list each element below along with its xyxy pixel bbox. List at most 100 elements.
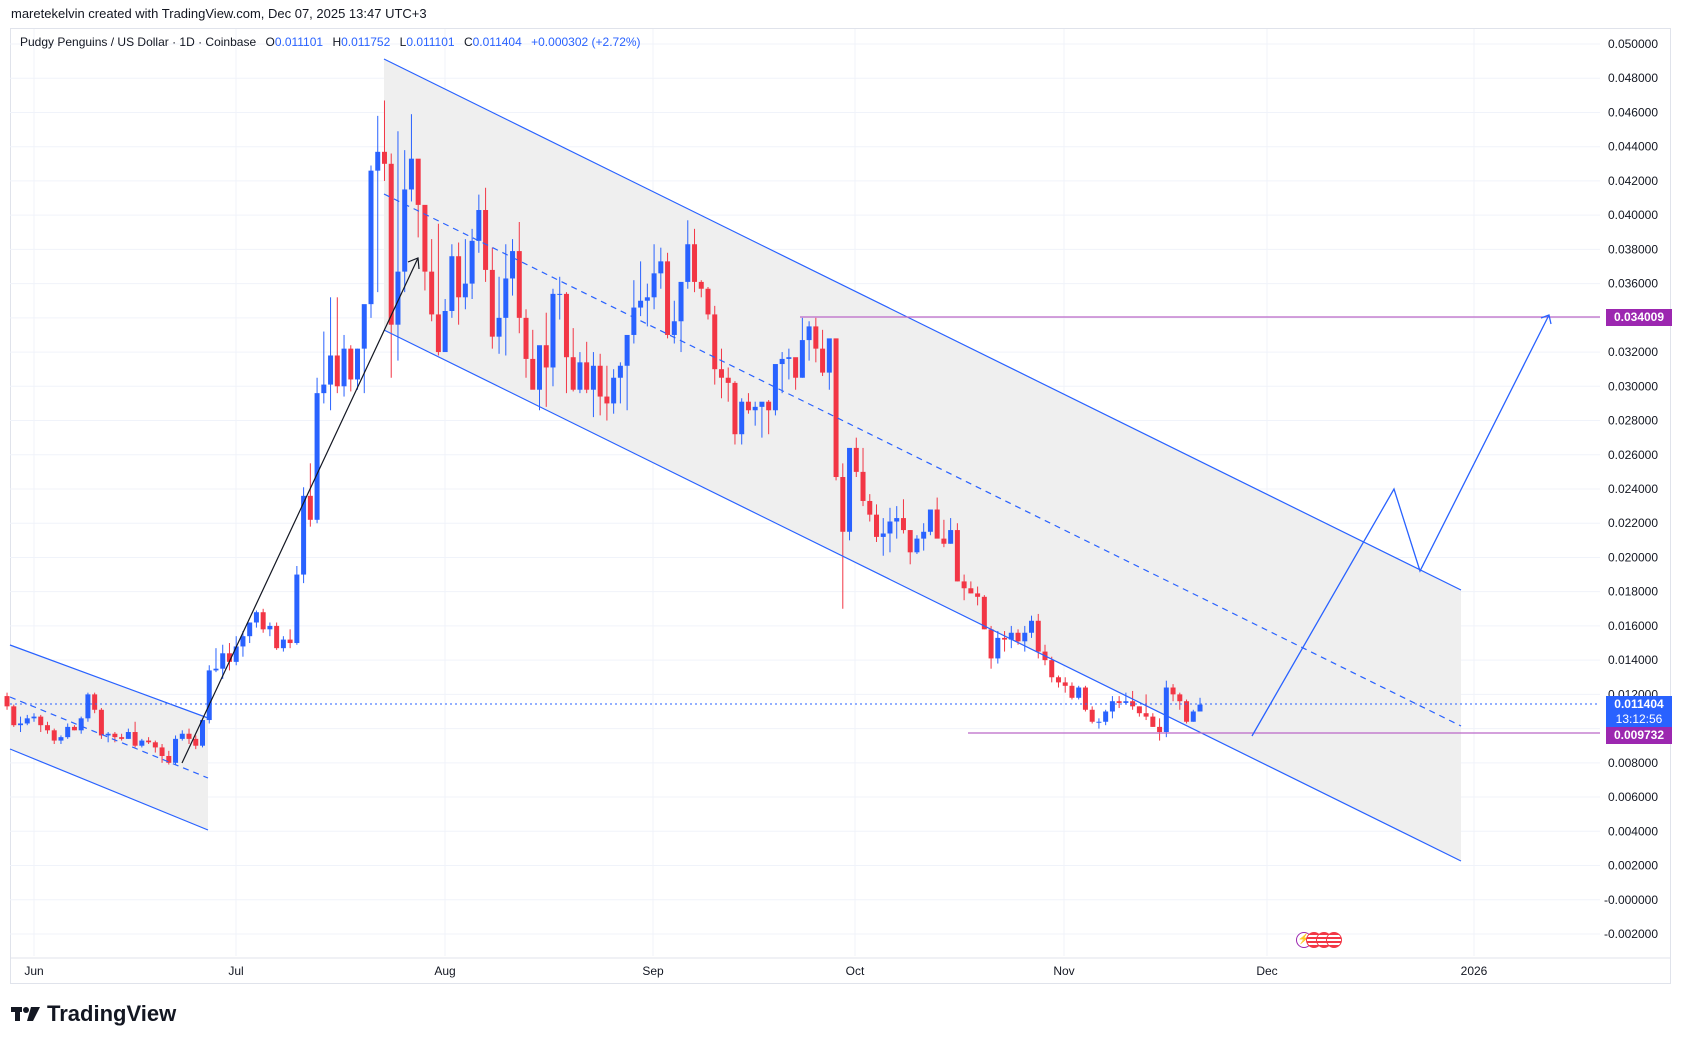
price-tick-label: 0.040000: [1608, 208, 1658, 222]
early-channel-top-line[interactable]: [9, 644, 209, 719]
price-tick-label: 0.006000: [1608, 790, 1658, 804]
time-tick-label: Nov: [1053, 964, 1074, 978]
candle: [826, 338, 832, 373]
rally-arrow-line[interactable]: [181, 257, 419, 764]
candle: [11, 706, 17, 726]
candle: [617, 365, 623, 378]
symbol-title[interactable]: Pudgy Penguins / US Dollar · 1D · Coinba…: [20, 35, 257, 49]
candle: [348, 348, 354, 380]
candle: [1123, 701, 1129, 703]
candle: [213, 668, 219, 671]
open-label: O: [265, 35, 275, 49]
candle: [388, 163, 394, 325]
price-tick-label: 0.002000: [1608, 859, 1658, 873]
price-tick-label: 0.026000: [1608, 448, 1658, 462]
candle: [934, 509, 940, 539]
price-tick-label: 0.038000: [1608, 242, 1658, 256]
candle: [874, 514, 879, 537]
candle: [927, 509, 933, 532]
candle: [523, 317, 529, 359]
candle: [152, 742, 158, 748]
price-tick-label: 0.028000: [1608, 414, 1658, 428]
candle: [71, 726, 77, 731]
candle: [483, 210, 489, 270]
price-tick-label: 0.046000: [1608, 105, 1658, 119]
candle: [1082, 687, 1088, 710]
candle: [752, 406, 758, 411]
candle: [105, 733, 111, 736]
candle: [799, 340, 805, 378]
candle: [766, 401, 772, 411]
candle: [24, 718, 30, 724]
candle: [503, 278, 509, 318]
early-channel-mid-line[interactable]: [9, 696, 209, 779]
tradingview-logo[interactable]: TradingView: [11, 1001, 176, 1027]
candle: [712, 314, 718, 370]
candle: [287, 639, 293, 644]
candle: [1157, 726, 1163, 733]
attribution-text: maretekelvin created with TradingView.co…: [11, 6, 427, 21]
candle: [429, 271, 435, 315]
early-channel-bottom-line[interactable]: [9, 748, 209, 831]
candle: [732, 382, 738, 435]
candle: [516, 251, 522, 318]
economic-events[interactable]: ⚡: [1296, 932, 1342, 948]
time-axis[interactable]: Jun Jul Aug Sep Oct Nov Dec 2026: [10, 957, 1671, 978]
candle: [260, 612, 266, 630]
candle: [496, 317, 502, 337]
candle: [307, 495, 313, 520]
candle: [543, 345, 549, 368]
price-tick-label: 0.050000: [1608, 37, 1658, 51]
channel-fills: [10, 59, 1461, 861]
price-tick-label: -0.000000: [1604, 893, 1658, 907]
price-tick-label: 0.016000: [1608, 619, 1658, 633]
price-tick-label: 0.022000: [1608, 516, 1658, 530]
tradingview-logo-icon: [11, 1007, 40, 1021]
candle: [671, 321, 677, 335]
candle: [779, 358, 785, 365]
candle: [557, 293, 563, 295]
main-channel-mid-line[interactable]: [383, 193, 1462, 727]
candle: [1089, 709, 1095, 722]
candle: [678, 281, 684, 322]
candle: [408, 158, 414, 190]
early-channel-fill: [10, 645, 208, 830]
candle: [456, 256, 462, 298]
candle: [1029, 620, 1035, 633]
candle: [948, 530, 954, 544]
close-label: C: [463, 35, 473, 49]
candle: [274, 625, 280, 649]
candle: [328, 355, 334, 385]
candle: [961, 581, 967, 589]
candlestick-series: [4, 100, 1203, 765]
last-price-value: 0.011404: [1614, 697, 1664, 711]
main-channel-top-line[interactable]: [383, 58, 1462, 591]
candle: [651, 273, 657, 298]
candle: [267, 625, 273, 630]
candle: [1002, 637, 1008, 640]
time-tick-label: Jun: [24, 964, 43, 978]
price-tick-label: 0.008000: [1608, 756, 1658, 770]
candle: [186, 733, 192, 739]
candle: [462, 283, 468, 298]
candle: [112, 733, 118, 738]
candle: [611, 377, 617, 404]
candle: [139, 740, 145, 746]
candle: [1116, 701, 1122, 703]
candle: [435, 314, 441, 353]
candle: [907, 530, 913, 553]
price-tick-label: 0.044000: [1608, 140, 1658, 154]
event-us-flag-icon[interactable]: [1326, 932, 1342, 948]
candle: [786, 357, 792, 359]
main-channel-bottom-line[interactable]: [383, 329, 1462, 862]
candle: [739, 401, 745, 435]
projection-path[interactable]: [1251, 314, 1550, 737]
time-tick-label: Sep: [642, 964, 664, 978]
support-price-tag: 0.009732: [1606, 727, 1672, 744]
candle: [179, 733, 185, 739]
candle: [38, 716, 44, 726]
low-label: L: [399, 35, 407, 49]
candle: [604, 396, 610, 404]
price-axis[interactable]: 0.050000 0.048000 0.046000 0.044000 0.042000…: [1604, 37, 1658, 941]
